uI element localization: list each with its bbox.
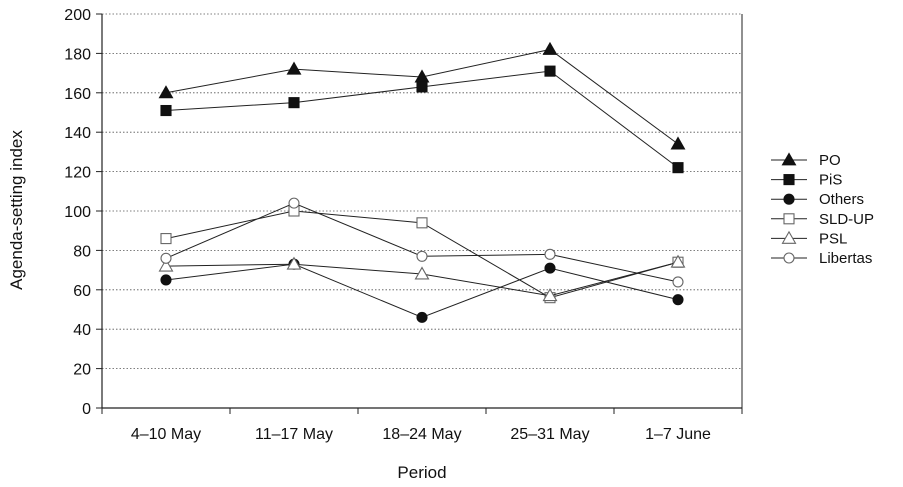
x-tick-label: 4–10 May (131, 426, 201, 443)
y-tick-label: 40 (73, 322, 91, 339)
y-tick-label: 160 (64, 86, 91, 103)
series-lines (158, 41, 686, 323)
series-libertas (160, 197, 684, 288)
legend-marker (783, 213, 795, 225)
gridlines (102, 13, 742, 370)
y-tick-label: 120 (64, 165, 91, 182)
x-ticks: 4–10 May 11–17 May 18–24 May 25–31 May 1–7 J… (101, 408, 743, 443)
data-point (160, 233, 172, 245)
legend-item: PSL (771, 230, 847, 247)
data-point (286, 61, 302, 75)
legend-marker (781, 230, 797, 244)
series-line (165, 48, 679, 145)
data-point (416, 311, 428, 323)
data-point (160, 104, 172, 117)
data-point (416, 81, 428, 93)
y-tick-label: 140 (64, 125, 91, 142)
data-point (160, 252, 172, 264)
data-point (542, 41, 558, 55)
data-point (672, 294, 684, 306)
y-tick-label: 80 (73, 243, 91, 260)
legend-marker (783, 174, 795, 186)
y-tick-label: 60 (73, 283, 91, 300)
data-point (672, 276, 684, 288)
legend-label: PSL (819, 230, 847, 247)
x-axis-title: Period (397, 463, 446, 482)
legend-item: PiS (771, 172, 842, 189)
data-point (544, 65, 556, 77)
legend-item: SLD-UP (771, 211, 874, 228)
series-po (158, 41, 686, 150)
data-point (542, 288, 558, 302)
y-tick-label: 0 (82, 401, 91, 418)
data-point (158, 258, 174, 272)
data-point (414, 266, 430, 280)
legend-item: PO (771, 152, 841, 169)
x-tick-label: 25–31 May (510, 426, 589, 443)
legend-label: Libertas (819, 250, 872, 267)
y-axis-title: Agenda-setting index (7, 130, 26, 290)
x-tick-label: 18–24 May (382, 426, 461, 443)
data-point (286, 256, 302, 270)
data-point (670, 136, 686, 150)
data-point (544, 248, 556, 260)
legend-item: Libertas (771, 250, 872, 267)
legend-marker (783, 252, 795, 264)
data-point (672, 162, 684, 174)
legend-item: Others (771, 191, 864, 208)
data-point (544, 262, 556, 274)
data-point (158, 85, 174, 99)
legend-marker (783, 193, 795, 205)
y-ticks: 0 20 40 60 80 100 120 140 160 180 200 (64, 7, 102, 418)
legend-label: PO (819, 152, 841, 169)
series-pis (160, 65, 684, 174)
legend-label: SLD-UP (819, 211, 874, 228)
y-tick-label: 100 (64, 204, 91, 221)
x-tick-label: 1–7 June (645, 426, 711, 443)
legend-marker (781, 152, 797, 166)
y-tick-label: 200 (64, 7, 91, 24)
data-point (160, 274, 172, 286)
legend-label: Others (819, 191, 864, 208)
x-tick-label: 11–17 May (255, 426, 333, 443)
legend-label: PiS (819, 172, 842, 189)
legend: PO PiS Others SLD-UP PSL Libertas (771, 152, 874, 267)
data-point (288, 97, 300, 109)
data-point (670, 254, 686, 268)
data-point (416, 250, 428, 262)
data-point (416, 217, 428, 229)
y-tick-label: 20 (73, 362, 91, 379)
data-point (288, 197, 300, 209)
y-tick-label: 180 (64, 46, 91, 63)
series-psl (158, 254, 686, 302)
